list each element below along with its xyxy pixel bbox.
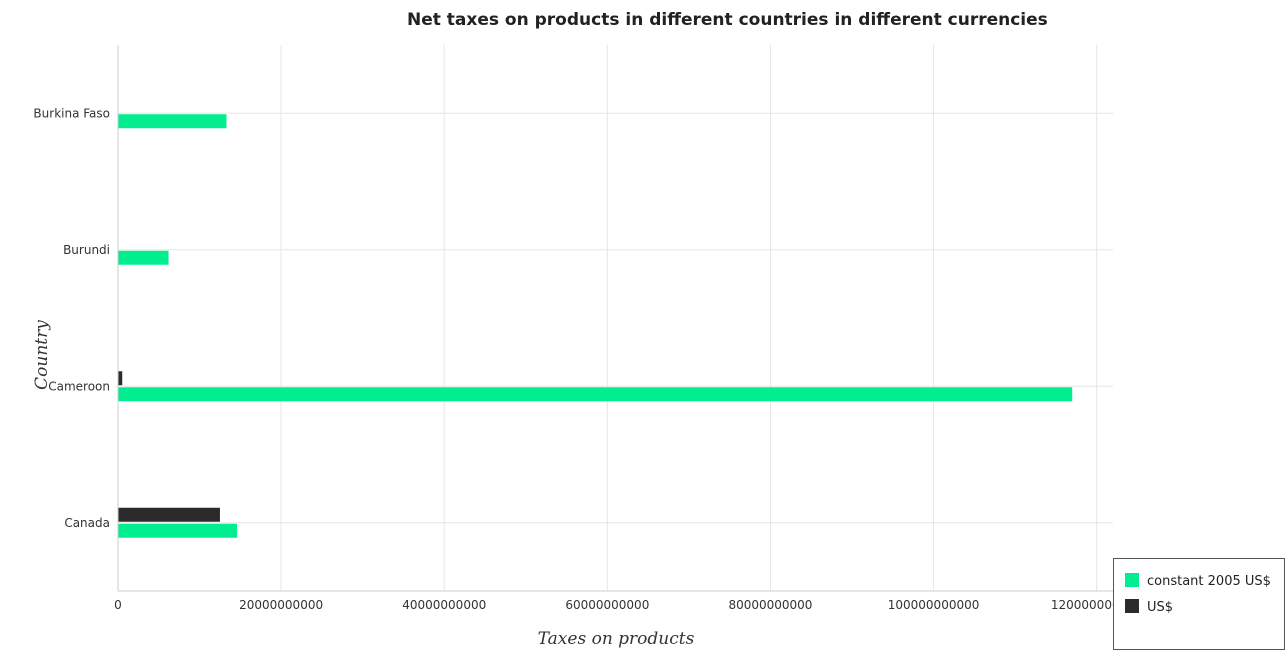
y-tick-label: Cameroon [48,379,110,393]
legend: constant 2005 US$ US$ [1113,558,1285,650]
x-tick-label: 60000000000 [565,598,649,612]
bar-constant-2005-usd-canada [118,523,238,538]
chart-title: Net taxes on products in different count… [407,10,1048,30]
bar-usd-canada [118,507,220,522]
bars [118,98,1073,538]
x-tick-label: 20000000000 [239,598,323,612]
bar-constant-2005-usd-cameroon [118,387,1073,402]
bar-usd-cameroon [118,371,123,386]
y-axis-label: Country [32,320,52,390]
legend-box [1113,558,1285,650]
legend-swatch [1125,599,1139,613]
legend-entry: US$ [1147,600,1173,615]
legend-entry: constant 2005 US$ [1147,574,1271,589]
x-tick-label: 100000000000 [888,598,980,612]
grid [118,45,1113,591]
y-tick-label: Canada [64,516,110,530]
x-tick-label: 80000000000 [728,598,812,612]
y-tick-label: Burkina Faso [33,106,110,120]
legend-swatch [1125,573,1139,587]
bar-constant-2005-usd-burundi [118,250,169,265]
x-axis-label: Taxes on products [538,629,695,649]
x-tick-label: 40000000000 [402,598,486,612]
x-tick-label: 0 [114,598,122,612]
y-tick-label: Burundi [63,243,110,257]
bar-constant-2005-usd-burkina-faso [118,114,227,129]
